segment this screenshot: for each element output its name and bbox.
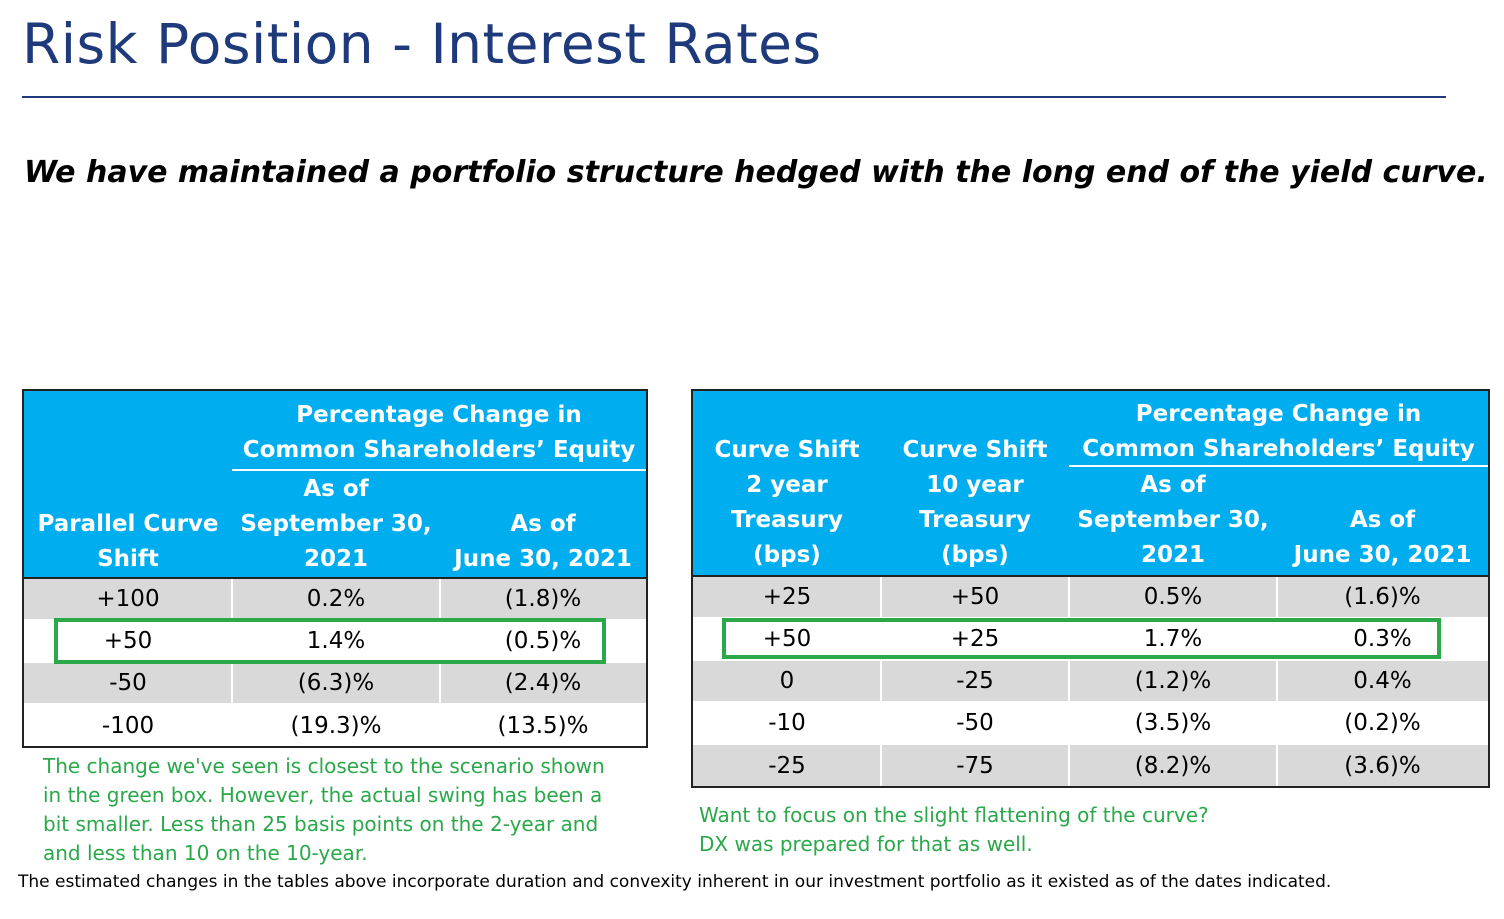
note-right: Want to focus on the slight flattening o… xyxy=(699,801,1209,859)
col-header-line: Shift xyxy=(97,546,159,572)
table-cell: -50 xyxy=(956,710,994,736)
note-line: in the green box. However, the actual sw… xyxy=(43,783,603,807)
table-row: +25 +50 0.5% (1.6)% xyxy=(693,577,1488,617)
table-cell: -25 xyxy=(956,668,994,694)
note-left: The change we've seen is closest to the … xyxy=(43,752,605,868)
group-header: Percentage Change in Common Shareholders… xyxy=(1069,397,1488,467)
curve-shift-table: Percentage Change in Common Shareholders… xyxy=(691,389,1490,788)
table-cell: (13.5)% xyxy=(497,712,589,739)
note-line: The change we've seen is closest to the … xyxy=(43,754,605,778)
page-title: Risk Position - Interest Rates xyxy=(22,12,822,76)
table-cell: -25 xyxy=(768,752,806,779)
page-subtitle: We have maintained a portfolio structure… xyxy=(24,155,1488,190)
col-header-line: Curve Shift xyxy=(902,437,1048,463)
table-cell: (8.2)% xyxy=(1134,752,1212,779)
table-row: +100 0.2% (1.8)% xyxy=(24,579,646,619)
table-cell: (0.5)% xyxy=(504,628,582,654)
table-cell: 0.5% xyxy=(1143,584,1203,610)
table-cell: 0.4% xyxy=(1353,668,1412,694)
col-header-line: June 30, 2021 xyxy=(1293,542,1472,568)
table-cell: (2.4)% xyxy=(504,670,582,696)
table-cell: -75 xyxy=(956,752,994,779)
footnote: The estimated changes in the tables abov… xyxy=(18,872,1332,892)
highlight-box xyxy=(54,618,606,664)
col-header-line: As of xyxy=(1349,507,1416,533)
col-header-jun2021: As of June 30, 2021 xyxy=(440,507,646,577)
table-cell: -10 xyxy=(768,710,806,736)
col-header-line: Parallel Curve xyxy=(37,511,219,537)
table-cell: +25 xyxy=(950,626,1000,652)
col-header-line: Curve Shift xyxy=(714,437,860,463)
column-divider xyxy=(880,577,882,786)
group-header-line: Percentage Change in xyxy=(1135,401,1422,427)
group-header-line: Common Shareholders’ Equity xyxy=(242,437,636,463)
col-header-sep2021: As of September 30, 2021 xyxy=(1069,468,1277,573)
group-header-line: Common Shareholders’ Equity xyxy=(1082,436,1475,462)
table-row: 0 -25 (1.2)% 0.4% xyxy=(693,661,1488,701)
col-header-line: 2021 xyxy=(1140,542,1205,568)
col-header-line: 2021 xyxy=(303,546,368,572)
table-cell: (19.3)% xyxy=(290,712,382,739)
table-cell: 0.2% xyxy=(306,586,366,612)
table-cell: (3.5)% xyxy=(1134,710,1212,736)
note-line: DX was prepared for that as well. xyxy=(699,832,1033,856)
col-header-line: 10 year xyxy=(926,472,1024,498)
table-row: -50 (6.3)% (2.4)% xyxy=(24,663,646,703)
table-cell: +50 xyxy=(762,626,812,652)
table-cell: (1.6)% xyxy=(1344,584,1421,610)
table-cell: 0 xyxy=(779,668,795,694)
table-cell: (1.2)% xyxy=(1134,668,1212,694)
group-header: Percentage Change in Common Shareholders… xyxy=(232,398,646,468)
table-cell: 1.7% xyxy=(1143,626,1203,652)
column-divider xyxy=(1068,577,1070,786)
col-header-line: As of xyxy=(1140,472,1206,498)
table-cell: +100 xyxy=(96,586,160,612)
col-header-jun2021: As of June 30, 2021 xyxy=(1277,503,1488,573)
table-cell: -100 xyxy=(101,712,155,739)
table-cell: -50 xyxy=(109,670,147,696)
table-row: +50 1.4% (0.5)% xyxy=(24,621,646,661)
note-line: and less than 10 on the 10-year. xyxy=(43,841,368,865)
table-header: Percentage Change in Common Shareholders… xyxy=(693,391,1488,575)
group-underline xyxy=(232,469,646,471)
title-divider xyxy=(22,96,1446,98)
col-header-10yr: Curve Shift 10 year Treasury (bps) xyxy=(881,433,1069,573)
note-line: Want to focus on the slight flattening o… xyxy=(699,803,1209,827)
table-cell: (0.2)% xyxy=(1344,710,1421,736)
table-cell: (3.6)% xyxy=(1344,752,1421,779)
parallel-shift-table: Percentage Change in Common Shareholders… xyxy=(22,389,648,748)
table-cell: 1.4% xyxy=(306,628,366,654)
table-row: -25 -75 (8.2)% (3.6)% xyxy=(693,745,1488,786)
col-header-line: Treasury xyxy=(918,507,1032,533)
col-header-line: September 30, xyxy=(1077,507,1269,533)
table-header: Percentage Change in Common Shareholders… xyxy=(24,391,646,577)
col-header-line: As of xyxy=(303,476,369,502)
col-header-shift: Parallel Curve Shift xyxy=(24,507,232,577)
table-cell: +50 xyxy=(103,628,153,654)
col-header-2yr: Curve Shift 2 year Treasury (bps) xyxy=(693,433,881,573)
table-cell: (1.8)% xyxy=(504,586,582,612)
table-cell: (6.3)% xyxy=(297,670,375,696)
note-line: bit smaller. Less than 25 basis points o… xyxy=(43,812,599,836)
col-header-line: As of xyxy=(510,511,576,537)
table-row: +50 +25 1.7% 0.3% xyxy=(693,619,1488,659)
header-bottom-border xyxy=(693,575,1488,577)
table-cell: 0.3% xyxy=(1353,626,1412,652)
col-header-line: June 30, 2021 xyxy=(454,546,632,572)
column-divider xyxy=(1276,577,1278,786)
col-header-line: September 30, xyxy=(240,511,432,537)
group-underline xyxy=(1069,465,1488,467)
highlight-box xyxy=(722,618,1441,659)
col-header-sep2021: As of September 30, 2021 xyxy=(232,472,440,577)
col-header-line: 2 year xyxy=(746,472,828,498)
header-bottom-border xyxy=(24,577,646,579)
group-header-line: Percentage Change in xyxy=(296,402,582,428)
table-cell: +50 xyxy=(950,584,1000,610)
table-row: -100 (19.3)% (13.5)% xyxy=(24,705,646,746)
col-header-line: (bps) xyxy=(941,542,1009,568)
table-row: -10 -50 (3.5)% (0.2)% xyxy=(693,703,1488,743)
col-header-line: (bps) xyxy=(753,542,821,568)
table-cell: +25 xyxy=(762,584,812,610)
col-header-line: Treasury xyxy=(730,507,844,533)
